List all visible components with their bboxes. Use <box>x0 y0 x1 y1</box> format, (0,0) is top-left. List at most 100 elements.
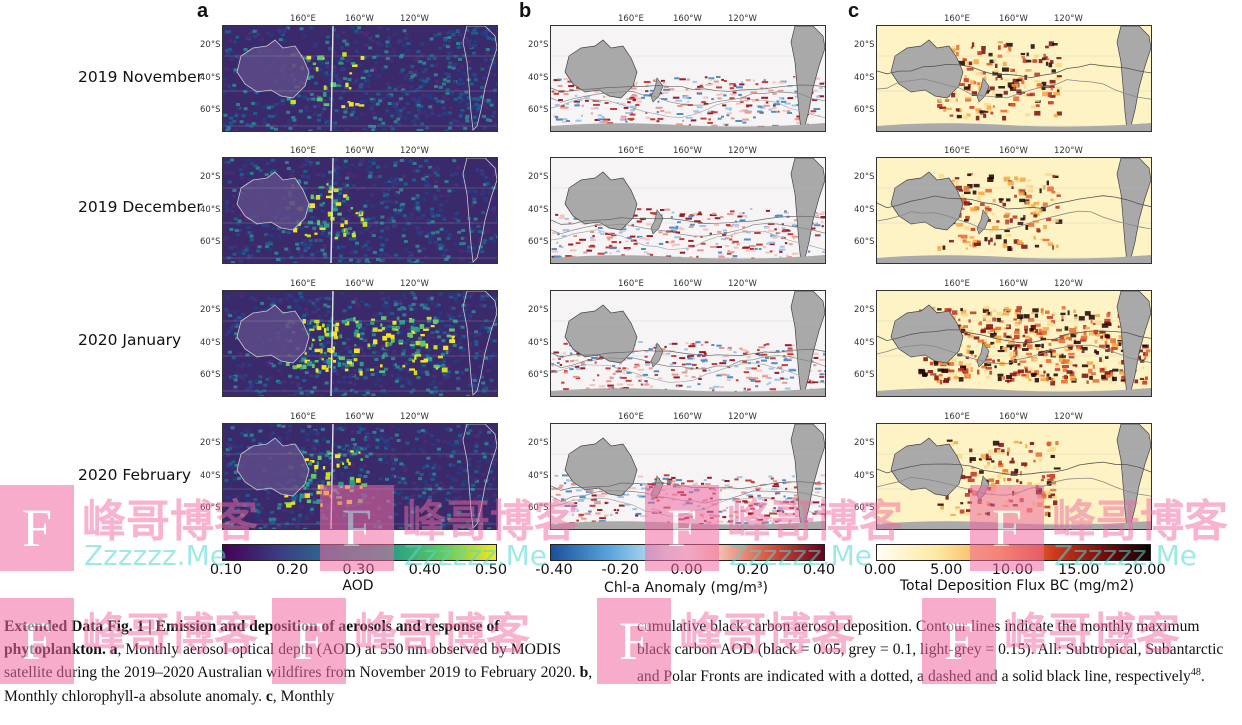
colorbar-bc <box>876 544 1151 561</box>
map-aod-row-1 <box>222 25 498 132</box>
caption-reference: 48 <box>1190 667 1201 679</box>
map-aod-row-2 <box>222 157 498 264</box>
lon-label: 160°E <box>944 412 970 422</box>
lon-label: 160°E <box>290 14 316 24</box>
map-aod-row-4 <box>222 423 498 530</box>
panel-letter-a: a <box>197 0 209 22</box>
lon-label: 160°E <box>290 146 316 156</box>
lon-label: 160°W <box>673 14 702 24</box>
colorbar-label-chl: Chl-a Anomaly (mg/m³) <box>604 580 768 596</box>
lat-label: 60°S <box>200 370 221 380</box>
lon-label: 160°E <box>944 279 970 289</box>
colorbar-aod <box>222 544 497 561</box>
lon-label: 160°W <box>673 412 702 422</box>
colorbar-tick-a: 0.50 <box>474 562 508 578</box>
lat-label: 60°S <box>528 370 549 380</box>
lat-label: 40°S <box>854 338 875 348</box>
lat-label: 60°S <box>528 237 549 247</box>
colorbar-tick-c: 0.00 <box>863 562 897 578</box>
lat-label: 40°S <box>528 73 549 83</box>
lon-label: 160°W <box>999 146 1028 156</box>
lon-label: 160°E <box>618 412 644 422</box>
map-bc-row-4 <box>876 423 1152 530</box>
lat-label: 20°S <box>200 305 221 315</box>
lon-label: 120°W <box>728 146 757 156</box>
lat-label: 40°S <box>854 471 875 481</box>
map-bc-row-2 <box>876 157 1152 264</box>
lon-label: 160°W <box>345 412 374 422</box>
lon-label: 160°E <box>944 146 970 156</box>
lon-label: 160°W <box>673 279 702 289</box>
lat-label: 60°S <box>528 105 549 115</box>
colorbar-tick-c: 10.00 <box>991 562 1034 578</box>
lat-label: 20°S <box>200 172 221 182</box>
lat-label: 20°S <box>528 172 549 182</box>
lat-label: 20°S <box>854 438 875 448</box>
lat-label: 60°S <box>200 105 221 115</box>
row-label-2019-november: 2019 November <box>78 68 204 86</box>
lat-label: 20°S <box>854 172 875 182</box>
map-chl-row-2 <box>550 157 826 264</box>
map-bc-row-3 <box>876 290 1152 397</box>
watermark-url: Zzzzzz.Me <box>84 539 227 572</box>
colorbar-tick-b: -0.40 <box>535 562 573 578</box>
lat-label: 60°S <box>854 503 875 513</box>
lon-label: 160°E <box>290 412 316 422</box>
lat-label: 40°S <box>200 338 221 348</box>
colorbar-tick-b: 0.40 <box>802 562 836 578</box>
lat-label: 40°S <box>528 471 549 481</box>
lon-label: 120°W <box>400 146 429 156</box>
lon-label: 120°W <box>728 279 757 289</box>
lon-label: 160°E <box>944 14 970 24</box>
row-label-2020-january: 2020 January <box>78 331 182 349</box>
lat-label: 60°S <box>200 237 221 247</box>
lon-label: 160°E <box>290 279 316 289</box>
lon-label: 120°W <box>400 279 429 289</box>
caption-a-letter: a <box>109 641 118 659</box>
lon-label: 160°W <box>999 279 1028 289</box>
lon-label: 160°W <box>345 14 374 24</box>
lon-label: 120°W <box>1054 279 1083 289</box>
panel-letter-c: c <box>848 0 860 22</box>
colorbar-tick-a: 0.10 <box>209 562 243 578</box>
lat-label: 20°S <box>854 40 875 50</box>
caption-left: Extended Data Fig. 1 | Emission and depo… <box>4 615 604 708</box>
lat-label: 20°S <box>528 40 549 50</box>
lon-label: 120°W <box>1054 412 1083 422</box>
lat-label: 40°S <box>528 338 549 348</box>
lat-label: 20°S <box>528 438 549 448</box>
lon-label: 160°W <box>673 146 702 156</box>
lat-label: 20°S <box>854 305 875 315</box>
colorbar-tick-b: 0.00 <box>670 562 703 578</box>
lat-label: 20°S <box>200 438 221 448</box>
lat-label: 60°S <box>854 370 875 380</box>
lon-label: 120°W <box>1054 14 1083 24</box>
lon-label: 160°W <box>345 279 374 289</box>
row-label-2019-december: 2019 December <box>78 198 203 216</box>
colorbar-tick-b: -0.20 <box>601 562 640 578</box>
lon-label: 120°W <box>728 14 757 24</box>
colorbar-tick-a: 0.20 <box>276 562 309 578</box>
lat-label: 40°S <box>200 205 221 215</box>
colorbar-tick-c: 15.00 <box>1057 562 1100 578</box>
lat-label: 40°S <box>200 73 221 83</box>
lon-label: 120°W <box>1054 146 1083 156</box>
colorbar-tick-a: 0.40 <box>408 562 441 578</box>
colorbar-label-bc: Total Deposition Flux BC (mg/m2) <box>899 578 1135 594</box>
panel-letter-b: b <box>519 0 532 22</box>
lat-label: 40°S <box>854 73 875 83</box>
lon-label: 120°W <box>728 412 757 422</box>
map-chl-row-4 <box>550 423 826 530</box>
caption-right-text: cumulative black carbon aerosol depositi… <box>637 618 1224 686</box>
map-chl-row-1 <box>550 25 826 132</box>
colorbar-tick-c: 5.00 <box>930 562 963 578</box>
caption-c-letter: c <box>265 687 273 705</box>
colorbar-chl <box>550 544 825 561</box>
lat-label: 60°S <box>854 105 875 115</box>
watermark-logo: F <box>0 485 74 571</box>
caption-b-letter: b <box>579 664 589 682</box>
map-bc-row-1 <box>876 25 1152 132</box>
lon-label: 160°W <box>999 14 1028 24</box>
colorbar-tick-c: 20.00 <box>1124 562 1166 578</box>
lon-label: 120°W <box>400 412 429 422</box>
